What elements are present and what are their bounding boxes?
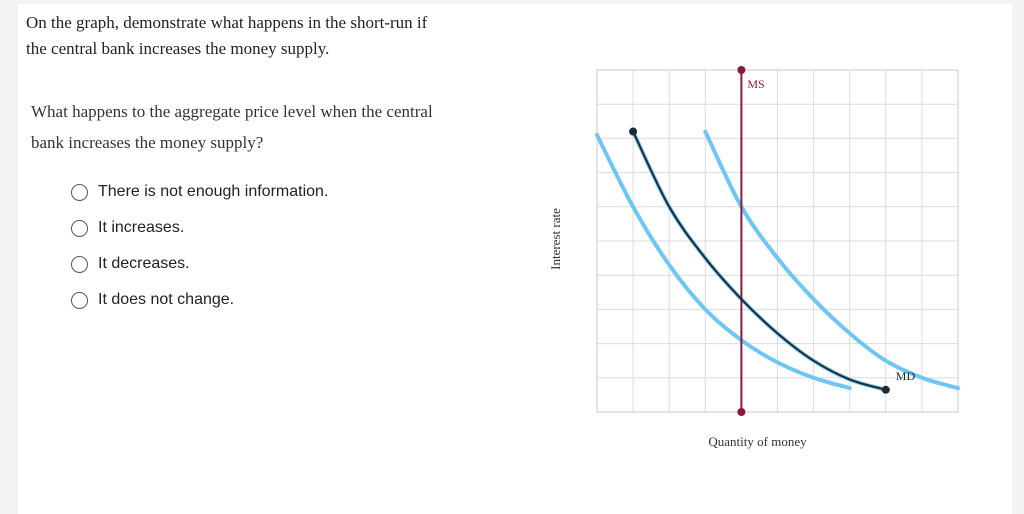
option-no-change[interactable]: It does not change. <box>71 282 328 318</box>
md-curve[interactable] <box>632 131 887 391</box>
ms-label: MS <box>747 77 764 91</box>
option-increases[interactable]: It increases. <box>71 210 328 246</box>
option-decreases[interactable]: It decreases. <box>71 246 328 282</box>
y-axis-label: Interest rate <box>548 208 563 270</box>
option-label: It decreases. <box>98 255 190 272</box>
x-axis-label: Quantity of money <box>708 434 807 449</box>
radio-button[interactable] <box>71 291 88 309</box>
option-not-enough-info[interactable]: There is not enough information. <box>71 174 328 210</box>
question-prompt: On the graph, demonstrate what happens i… <box>26 10 496 62</box>
option-label: It increases. <box>98 219 185 236</box>
question-card <box>18 4 1012 514</box>
sub-question: What happens to the aggregate price leve… <box>31 96 491 158</box>
md-label: MD <box>896 369 916 383</box>
prompt-line-2: the central bank increases the money sup… <box>26 39 330 58</box>
radio-button[interactable] <box>71 183 88 201</box>
radio-button[interactable] <box>71 255 88 273</box>
option-label: It does not change. <box>98 291 235 308</box>
plot-frame <box>596 69 959 413</box>
ms-endpoint[interactable] <box>737 408 746 416</box>
option-label: There is not enough information. <box>98 183 329 200</box>
chart-grid <box>596 69 959 413</box>
prompt-line-1: On the graph, demonstrate what happens i… <box>26 13 428 32</box>
md-endpoint[interactable] <box>881 385 890 394</box>
demand-shift-curve[interactable] <box>703 129 960 391</box>
chart-curves[interactable]: MS MD <box>595 66 960 416</box>
answer-options: There is not enough information. It incr… <box>71 174 328 318</box>
radio-button[interactable] <box>71 219 88 237</box>
sub-line-2: bank increases the money supply? <box>31 133 264 152</box>
ms-endpoint[interactable] <box>737 66 746 74</box>
sub-line-1: What happens to the aggregate price leve… <box>31 102 433 121</box>
demand-shift-curve[interactable] <box>595 132 852 391</box>
md-endpoint[interactable] <box>629 127 638 136</box>
